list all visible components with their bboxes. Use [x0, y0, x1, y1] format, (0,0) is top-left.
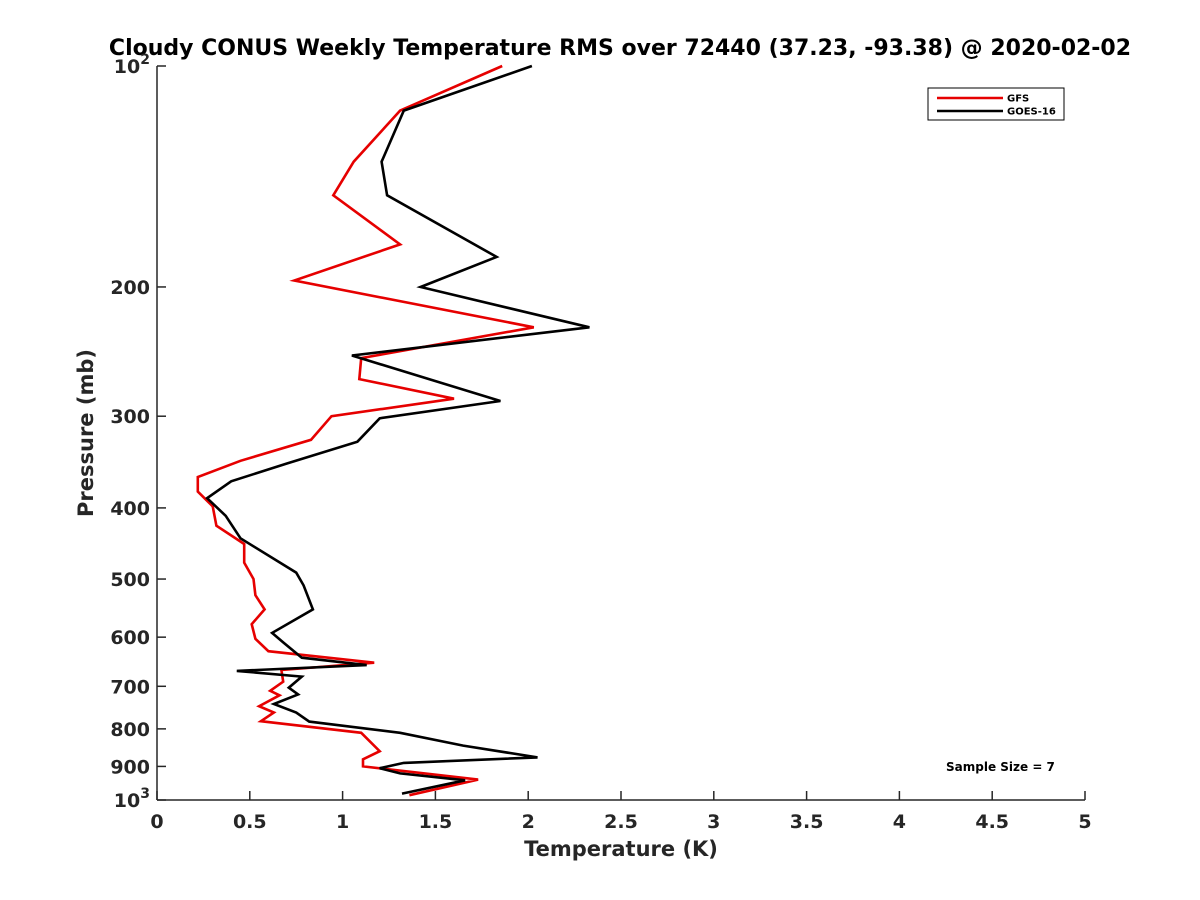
x-tick-label: 1.5	[419, 811, 453, 833]
legend-box	[927, 87, 1065, 121]
legend-label-goes-16: GOES-16	[1007, 107, 1056, 118]
y-tick-label-base: 900	[110, 756, 150, 778]
x-tick-label: 4.5	[975, 811, 1009, 833]
y-tick-label: 103	[114, 786, 150, 812]
x-tick-label: 3.5	[790, 811, 824, 833]
y-tick-label: 500	[110, 569, 150, 591]
y-tick-label: 600	[110, 627, 150, 649]
series-line-goes-16	[205, 64, 590, 795]
series-line-gfs	[196, 64, 535, 797]
y-tick-label-exponent: 2	[140, 52, 150, 68]
y-tick-label-base: 10	[114, 790, 140, 812]
y-tick-label-base: 700	[110, 676, 150, 698]
y-tick-label-base: 400	[110, 498, 150, 520]
series-layer	[196, 64, 590, 797]
y-tick-label-base: 800	[110, 719, 150, 741]
y-tick-label: 900	[110, 756, 150, 778]
y-tick-label-base: 600	[110, 627, 150, 649]
legend: GFS GOES-16	[927, 87, 1065, 121]
y-tick-label-base: 300	[110, 406, 150, 428]
y-tick-label-base: 10	[114, 56, 140, 78]
y-tick-label: 300	[110, 406, 150, 428]
x-axis-label: Temperature (K)	[524, 837, 718, 861]
x-tick-label: 0.5	[233, 811, 267, 833]
y-tick-label: 102	[114, 52, 150, 78]
y-tick-label: 800	[110, 719, 150, 741]
x-tick-label: 4	[893, 811, 906, 833]
sample-size-annotation: Sample Size = 7	[946, 760, 1055, 774]
x-tick-label: 2.5	[604, 811, 638, 833]
chart-title: Cloudy CONUS Weekly Temperature RMS over…	[109, 36, 1131, 61]
x-ticks: 0 0.5 1 1.5 2 2.5 3 3.5 4 4.5 5	[150, 791, 1092, 833]
y-tick-label-base: 200	[110, 277, 150, 299]
y-axis-label: Pressure (mb)	[74, 349, 98, 517]
x-tick-label: 2	[522, 811, 535, 833]
y-tick-label: 200	[110, 277, 150, 299]
y-tick-label-base: 500	[110, 569, 150, 591]
legend-label-gfs: GFS	[1007, 94, 1029, 105]
y-tick-label: 400	[110, 498, 150, 520]
x-tick-label: 3	[707, 811, 720, 833]
x-tick-label: 1	[336, 811, 349, 833]
x-tick-label: 5	[1078, 811, 1091, 833]
y-tick-label-exponent: 3	[140, 786, 150, 802]
x-tick-label: 0	[150, 811, 163, 833]
y-tick-label: 700	[110, 676, 150, 698]
